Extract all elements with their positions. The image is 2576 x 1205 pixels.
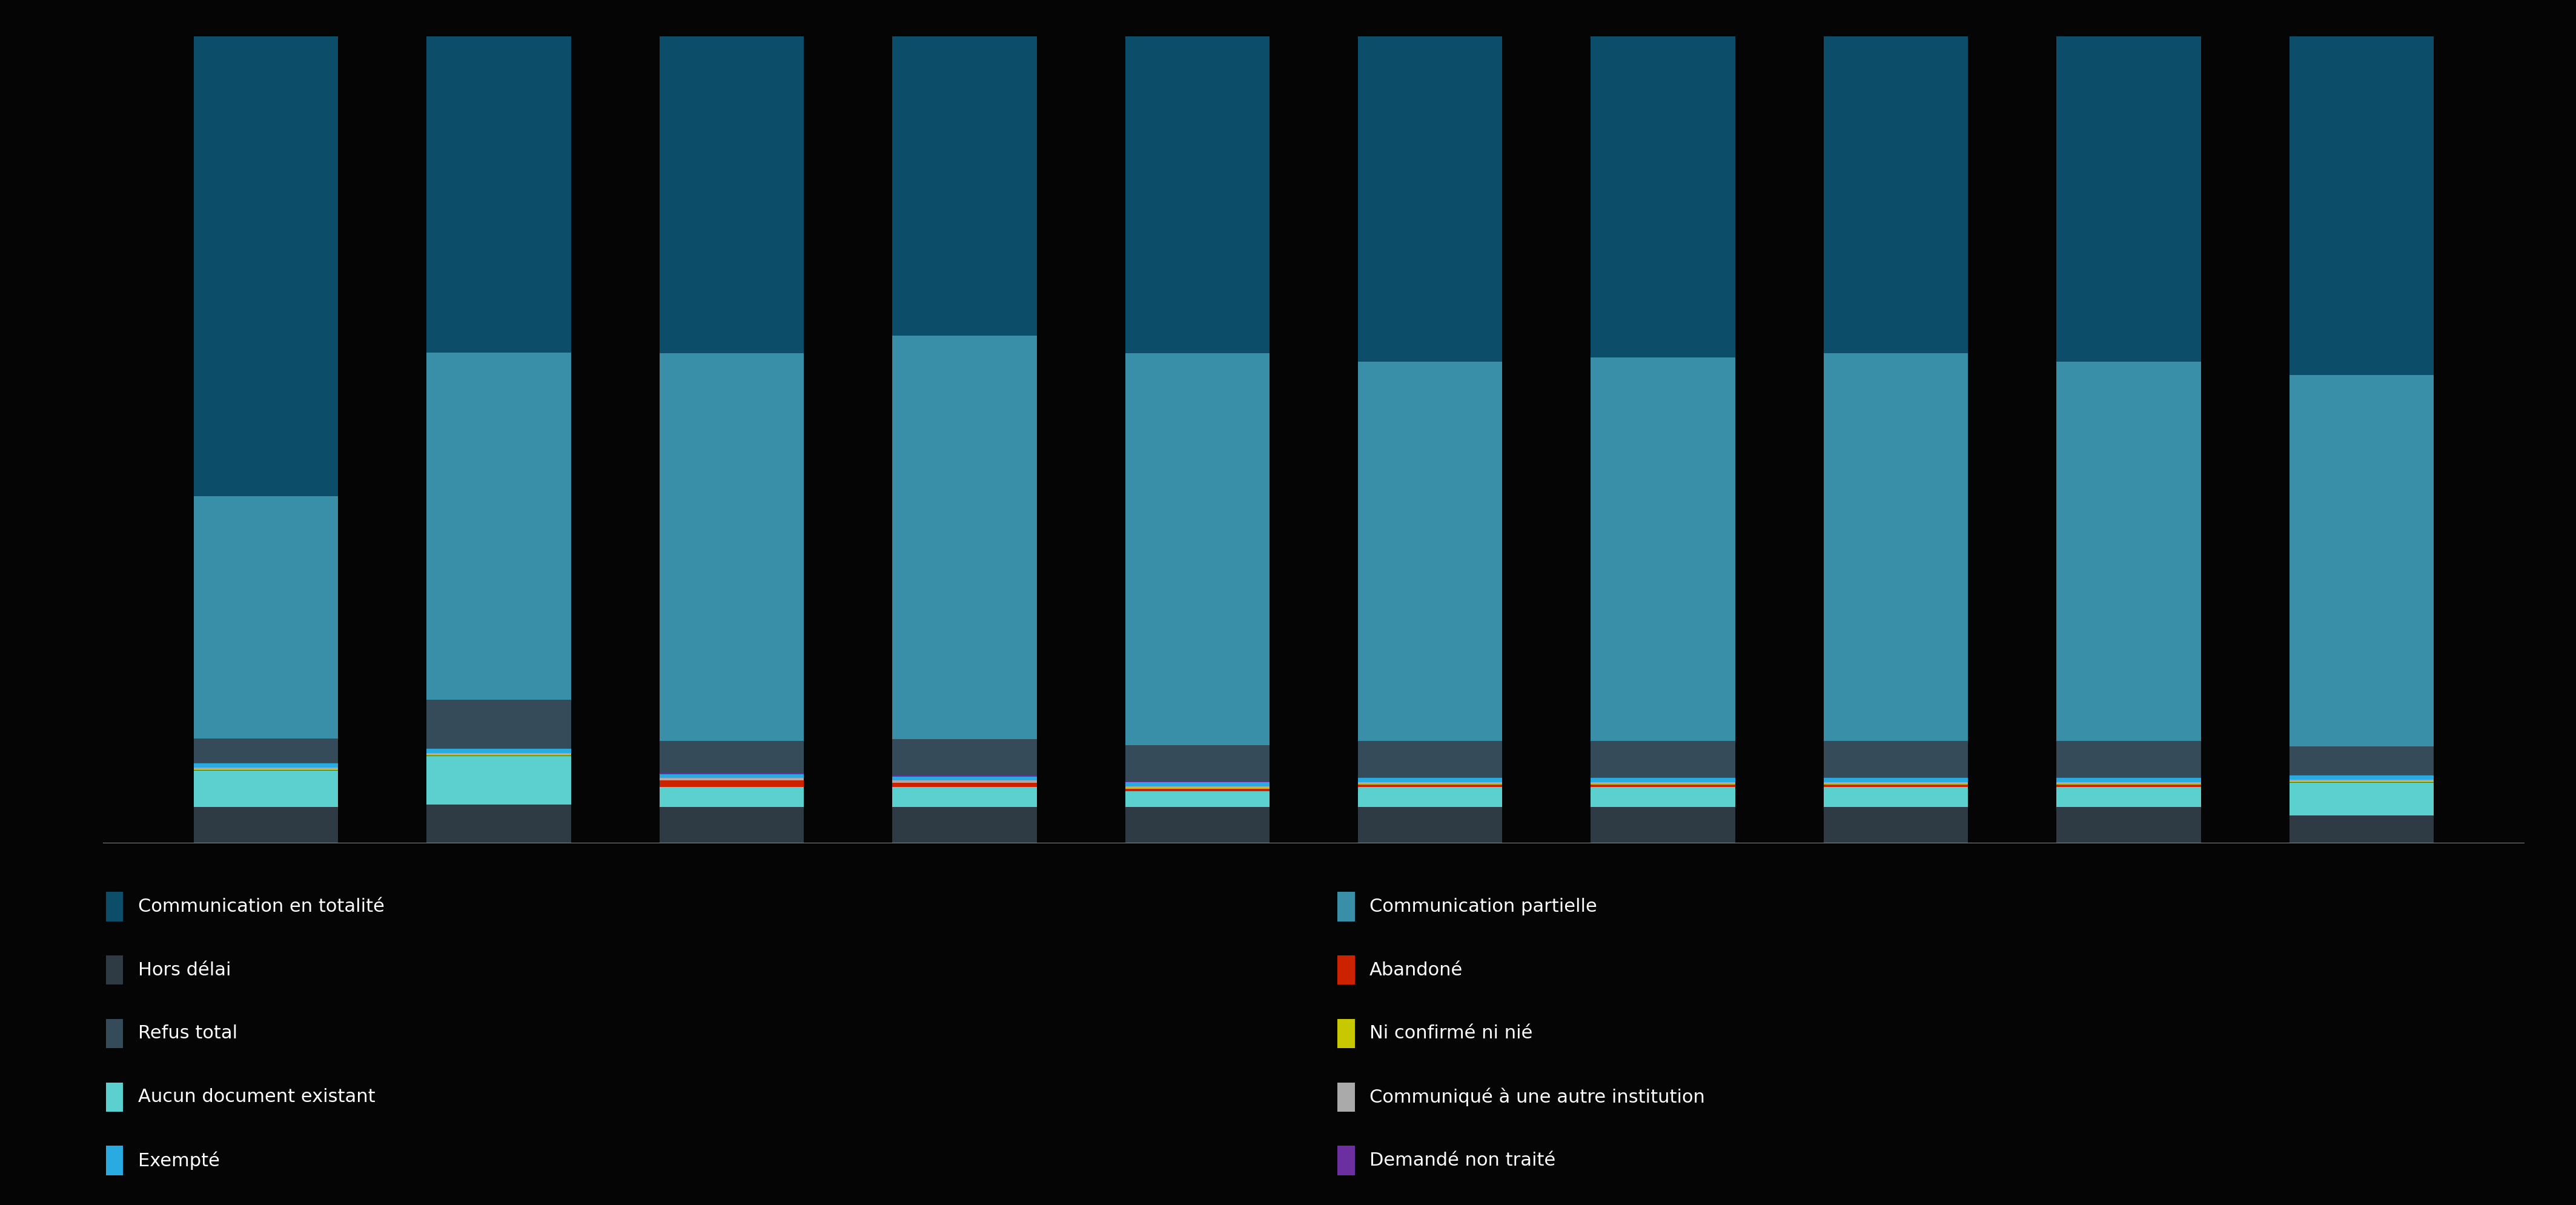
Bar (193, 807, 337, 843)
Bar (1358, 784, 1502, 787)
Bar (891, 336, 1036, 740)
Bar (1337, 1082, 1355, 1111)
Bar (891, 807, 1036, 843)
Bar (2290, 780, 2434, 781)
Bar (1592, 807, 1736, 843)
Bar (1824, 36, 1968, 353)
Bar (1592, 787, 1736, 807)
Bar (1592, 778, 1736, 782)
Bar (106, 956, 124, 984)
Bar (2290, 783, 2434, 816)
Bar (2056, 787, 2200, 807)
Bar (106, 1082, 124, 1111)
Bar (1358, 778, 1502, 782)
Bar (1337, 1019, 1355, 1048)
Bar (1337, 956, 1355, 984)
Bar (2056, 784, 2200, 787)
Bar (659, 741, 804, 774)
Bar (1358, 36, 1502, 362)
Bar (106, 892, 124, 922)
Text: Exempté: Exempté (139, 1151, 219, 1170)
Bar (1126, 36, 1270, 353)
Bar (1358, 807, 1502, 843)
Bar (1592, 36, 1736, 358)
Bar (891, 787, 1036, 807)
Text: Communiqué à une autre institution: Communiqué à une autre institution (1370, 1088, 1705, 1106)
Bar (891, 781, 1036, 782)
Bar (659, 787, 804, 807)
Bar (2290, 375, 2434, 747)
Bar (1592, 784, 1736, 787)
Text: Refus total: Refus total (139, 1024, 237, 1042)
Bar (2290, 747, 2434, 775)
Bar (428, 753, 572, 754)
Bar (193, 36, 337, 496)
Bar (193, 764, 337, 768)
Bar (193, 768, 337, 769)
Bar (106, 1146, 124, 1175)
Bar (1592, 782, 1736, 783)
Bar (1126, 782, 1270, 786)
Bar (659, 807, 804, 843)
Text: Communication partielle: Communication partielle (1370, 898, 1597, 916)
Bar (1592, 358, 1736, 741)
Bar (1824, 784, 1968, 787)
Bar (1126, 790, 1270, 807)
Bar (1337, 1146, 1355, 1175)
Bar (428, 757, 572, 805)
Bar (2056, 807, 2200, 843)
Bar (2056, 782, 2200, 783)
Bar (659, 774, 804, 778)
Bar (193, 739, 337, 763)
Bar (1126, 745, 1270, 781)
Text: Aucun document existant: Aucun document existant (139, 1088, 376, 1106)
Bar (2056, 361, 2200, 741)
Text: Ni confirmé ni nié: Ni confirmé ni nié (1370, 1024, 1533, 1042)
Text: Communication en totalité: Communication en totalité (139, 898, 384, 916)
Bar (2290, 776, 2434, 780)
Bar (428, 353, 572, 700)
Bar (428, 700, 572, 748)
Bar (659, 778, 804, 780)
Bar (2056, 778, 2200, 782)
Bar (891, 33, 1036, 336)
Bar (891, 776, 1036, 781)
Text: Demandé non traité: Demandé non traité (1370, 1152, 1556, 1169)
Bar (1824, 741, 1968, 777)
Bar (1337, 892, 1355, 922)
Bar (1358, 787, 1502, 807)
Bar (2056, 36, 2200, 362)
Bar (2056, 741, 2200, 777)
Bar (428, 805, 572, 843)
Bar (1126, 786, 1270, 788)
Text: Hors délai: Hors délai (139, 962, 232, 978)
Bar (891, 740, 1036, 776)
Bar (1824, 787, 1968, 807)
Bar (1358, 361, 1502, 741)
Bar (1592, 741, 1736, 777)
Bar (428, 750, 572, 753)
Bar (2290, 816, 2434, 843)
Bar (659, 781, 804, 787)
Bar (891, 783, 1036, 787)
Bar (193, 496, 337, 739)
Bar (1824, 778, 1968, 782)
Bar (1126, 788, 1270, 790)
Bar (1358, 741, 1502, 777)
Bar (1126, 807, 1270, 843)
Bar (1824, 782, 1968, 783)
Bar (1358, 782, 1502, 783)
Bar (428, 36, 572, 353)
Bar (193, 771, 337, 807)
Bar (1824, 353, 1968, 741)
Bar (1824, 807, 1968, 843)
Text: Abandoné: Abandoné (1370, 962, 1463, 978)
Bar (659, 353, 804, 741)
Bar (659, 36, 804, 353)
Bar (2290, 36, 2434, 375)
Bar (1126, 353, 1270, 745)
Bar (106, 1019, 124, 1048)
